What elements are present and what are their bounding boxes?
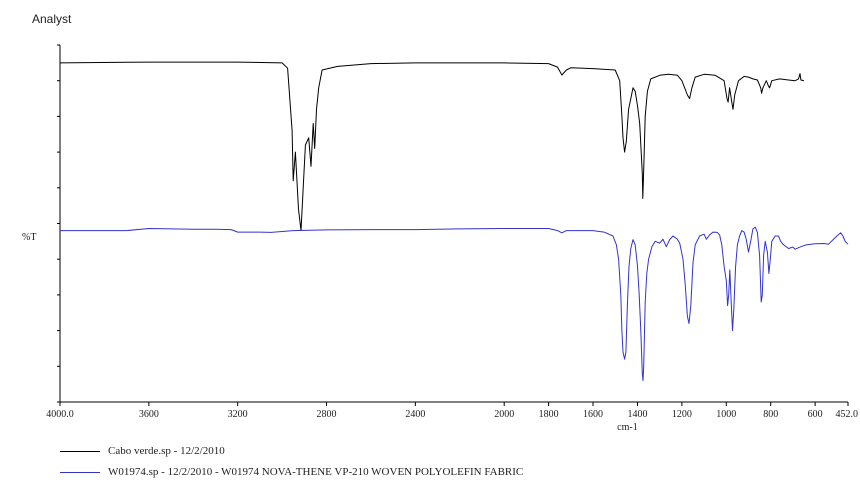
- legend-label: Cabo verde.sp - 12/2/2010: [108, 445, 225, 457]
- x-tick-label: 2400: [405, 409, 425, 420]
- x-axis-label: cm-1: [617, 422, 638, 433]
- legend-label: W01974.sp - 12/2/2010 - W01974 NOVA-THEN…: [108, 466, 524, 478]
- series-layer: [59, 61, 849, 382]
- x-tick-label: 1200: [672, 409, 692, 420]
- series-line-0: [59, 61, 805, 232]
- x-tick-label: 1400: [627, 409, 647, 420]
- x-tick-label: 600: [808, 409, 823, 420]
- x-tick-label: 800: [763, 409, 778, 420]
- legend-swatch: [60, 450, 100, 452]
- analyst-label: Analyst: [32, 12, 72, 26]
- x-tick-label: 1000: [716, 409, 736, 420]
- x-axis-ticks: 4000.0 3600 3200 2800 2400 2000 1800 1600 1400 12…: [46, 402, 858, 420]
- axis-frame: [59, 45, 848, 403]
- series-line-1: [60, 226, 849, 382]
- y-axis-label: %T: [22, 232, 36, 243]
- x-tick-label: 2800: [317, 409, 337, 420]
- legend-swatch: [60, 471, 100, 473]
- x-tick-label: 452.0: [836, 409, 859, 420]
- legend-entry-w01974: W01974.sp - 12/2/2010 - W01974 NOVA-THEN…: [60, 466, 523, 478]
- legend-entry-cabo-verde: Cabo verde.sp - 12/2/2010: [60, 445, 225, 457]
- x-tick-label: 2000: [494, 409, 514, 420]
- x-tick-label: 3200: [228, 409, 248, 420]
- x-tick-label: 3600: [139, 409, 159, 420]
- x-tick-label: 1600: [583, 409, 603, 420]
- plot-axes: [57, 44, 848, 403]
- x-tick-label: 4000.0: [46, 409, 74, 420]
- x-tick-label: 1800: [539, 409, 559, 420]
